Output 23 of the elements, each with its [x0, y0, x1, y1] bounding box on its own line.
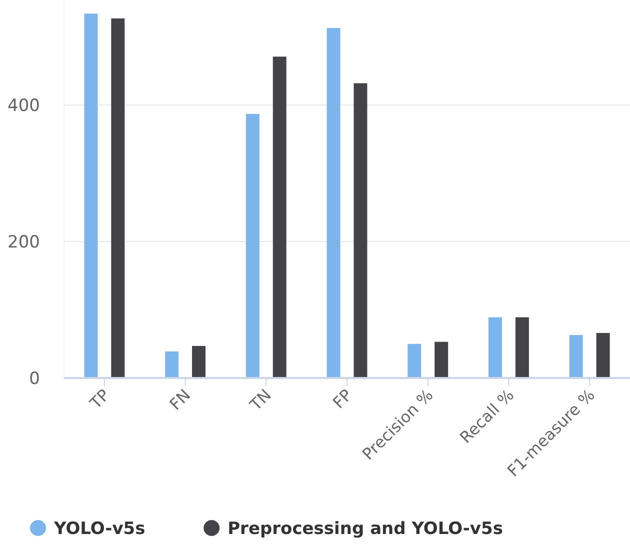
y-tick-label: 200 [8, 232, 40, 253]
y-tick-label: 0 [29, 369, 40, 389]
bar [488, 317, 502, 378]
bar [515, 317, 529, 378]
bar [272, 56, 286, 378]
x-tick-label: TN [245, 385, 275, 415]
bar [596, 332, 610, 378]
y-tick-label: 400 [8, 96, 40, 116]
legend-label: Preprocessing and YOLO-v5s [228, 519, 503, 539]
bar [569, 335, 583, 378]
bar [165, 351, 179, 378]
bar [192, 346, 206, 378]
bar [354, 83, 368, 378]
bar [326, 28, 340, 378]
bar [246, 114, 260, 378]
x-tick-label: TP [85, 385, 114, 414]
x-tick-label: FP [329, 385, 356, 412]
bar [84, 14, 98, 378]
x-tick-label: FN [166, 385, 194, 414]
bar [111, 18, 125, 378]
bar [408, 344, 422, 378]
legend-label: YOLO-v5s [53, 519, 146, 539]
bar [434, 342, 448, 378]
